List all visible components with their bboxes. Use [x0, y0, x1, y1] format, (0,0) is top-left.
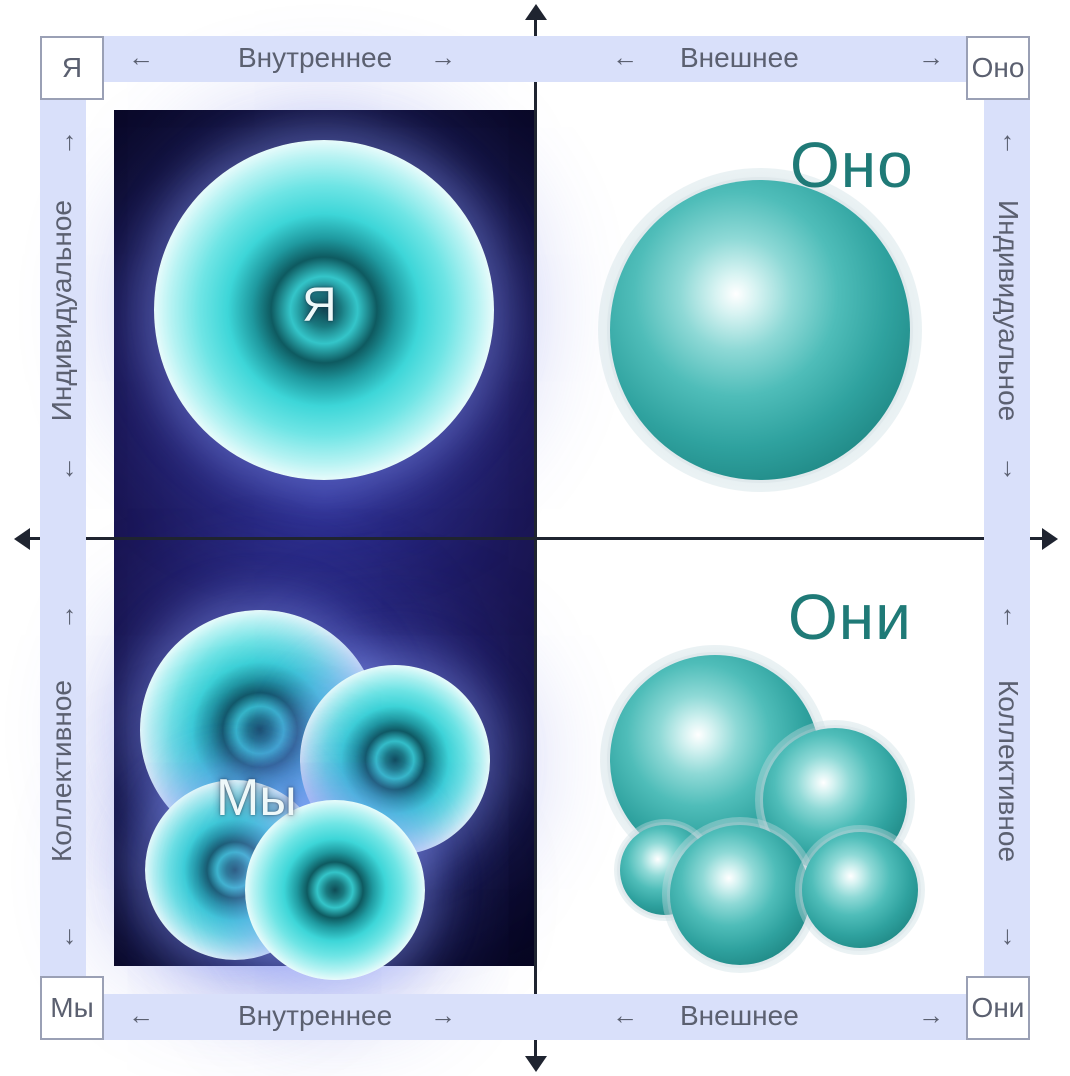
- band-top-arrow-rl: ←: [612, 42, 638, 73]
- q4-orb-5: [802, 832, 918, 948]
- corner-br-label: Они: [972, 992, 1025, 1024]
- band-top-left-label: Внутреннее: [238, 42, 392, 74]
- corner-tl: Я: [40, 36, 104, 100]
- band-bottom-right-label: Внешнее: [680, 1000, 799, 1032]
- corner-tr-label: Оно: [972, 52, 1025, 84]
- band-left-arrow-ut: →: [50, 130, 81, 156]
- axis-vertical: [534, 18, 537, 1058]
- q1-title: Я: [302, 278, 337, 333]
- axis-h-right-head: [1042, 528, 1058, 550]
- band-right-lower-label: Коллективное: [992, 680, 1024, 862]
- corner-tr: Оно: [966, 36, 1030, 100]
- band-left-arrow-lb: ←: [50, 924, 81, 950]
- band-bottom-left-label: Внутреннее: [238, 1000, 392, 1032]
- band-top-arrow-rr: →: [918, 42, 944, 73]
- band-bottom-arrow-rl: ←: [612, 1000, 638, 1031]
- band-bottom-arrow-rr: →: [918, 1000, 944, 1031]
- band-top: [104, 36, 966, 82]
- band-right-arrow-lb: →: [996, 924, 1027, 950]
- band-left-arrow-ub: ←: [50, 456, 81, 482]
- band-right-upper-label: Индивидуальное: [992, 200, 1024, 421]
- diagram-stage: Я Оно Мы Они Внутреннее Внешнее ← → ← → …: [0, 0, 1070, 1076]
- q4-title: Они: [788, 580, 912, 654]
- corner-tl-label: Я: [62, 52, 82, 84]
- band-left-lower-label: Коллективное: [46, 680, 78, 862]
- q3-title: Мы: [216, 768, 297, 828]
- band-right-arrow-lt: ←: [996, 604, 1027, 630]
- axis-h-left-head: [14, 528, 30, 550]
- band-right-arrow-ub: →: [996, 456, 1027, 482]
- q4-orb-4: [670, 825, 810, 965]
- q2-orb: [610, 180, 910, 480]
- axis-v-bottom-head: [525, 1056, 547, 1072]
- band-top-arrow-ll: ←: [128, 42, 154, 73]
- band-top-arrow-lr: →: [430, 42, 456, 73]
- axis-v-top-head: [525, 4, 547, 20]
- band-bottom: [104, 994, 966, 1040]
- band-bottom-arrow-ll: ←: [128, 1000, 154, 1031]
- corner-bl-label: Мы: [50, 992, 93, 1024]
- band-right-arrow-ut: ←: [996, 130, 1027, 156]
- band-left-arrow-lt: →: [50, 604, 81, 630]
- band-bottom-arrow-lr: →: [430, 1000, 456, 1031]
- q2-title: Оно: [790, 128, 914, 202]
- corner-bl: Мы: [40, 976, 104, 1040]
- band-top-right-label: Внешнее: [680, 42, 799, 74]
- corner-br: Они: [966, 976, 1030, 1040]
- band-left-upper-label: Индивидуальное: [46, 200, 78, 421]
